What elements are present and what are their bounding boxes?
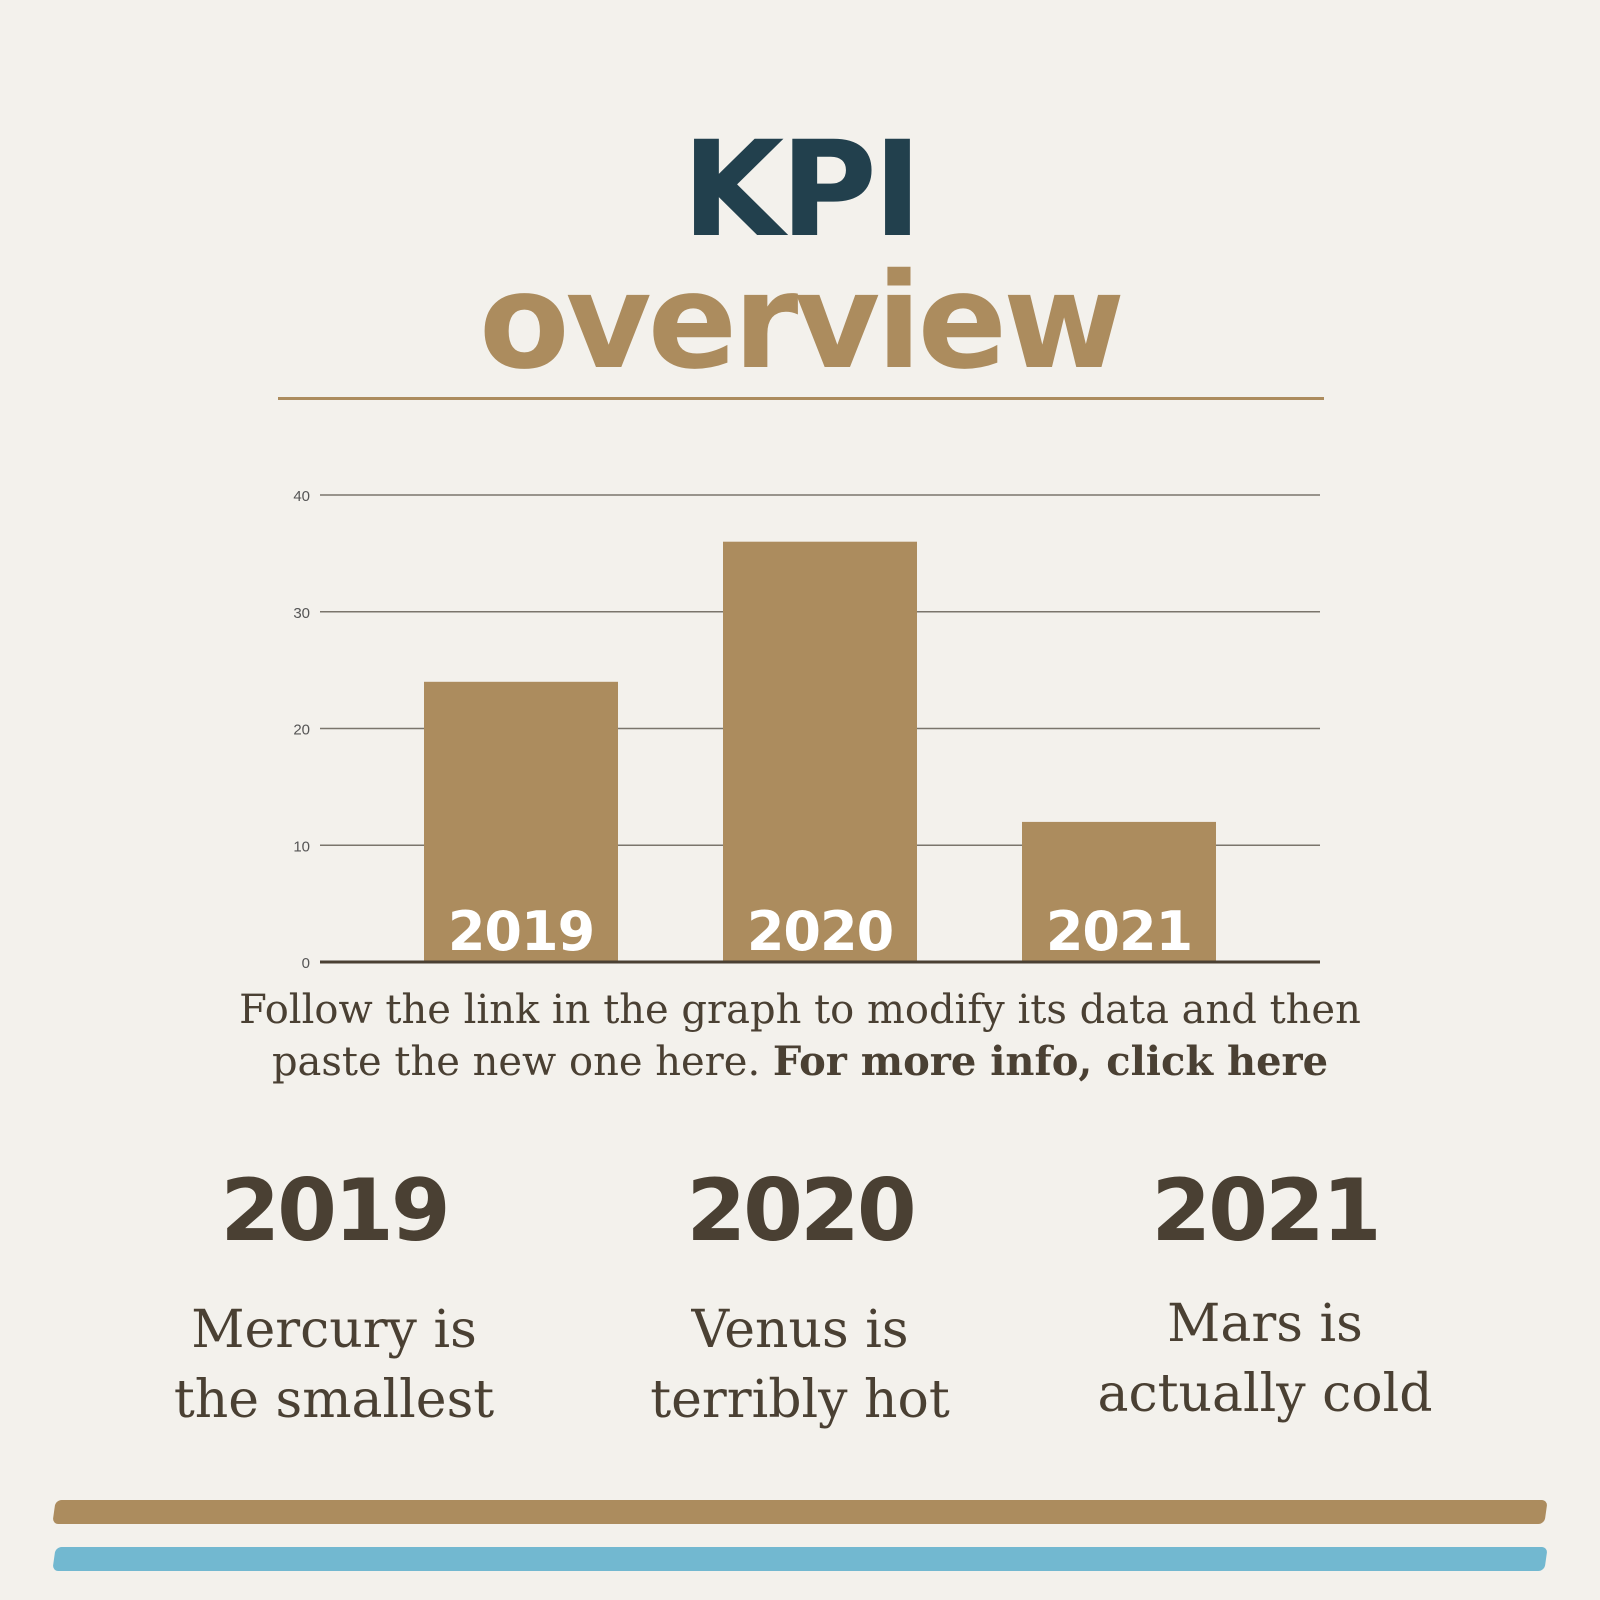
bar: [424, 681, 618, 961]
year-description-line2: the smallest: [173, 1370, 495, 1430]
y-tick-label: 20: [293, 722, 310, 739]
page-subtitle: overview: [478, 245, 1125, 399]
chart-caption: Follow the link in the graph to modify i…: [180, 984, 1420, 1088]
page-title: KPI: [681, 113, 922, 267]
bar: [1022, 821, 1216, 961]
more-info-link[interactable]: For more info, click here: [772, 1038, 1329, 1085]
year-description: Mercury is the smallest: [104, 1295, 564, 1435]
bar: [723, 541, 917, 961]
year-card-2021: 2021 Mars is actually cold: [1035, 1163, 1495, 1429]
y-tick-label: 30: [293, 605, 310, 622]
year-label: 2019: [220, 1161, 450, 1261]
decorative-stripe-brown: [52, 1500, 1548, 1524]
year-description-line2: terribly hot: [650, 1370, 950, 1430]
year-description-line1: Mars is: [1167, 1294, 1363, 1354]
y-tick-label: 0: [302, 955, 310, 972]
year-card-2019: 2019 Mercury is the smallest: [104, 1163, 564, 1435]
decorative-stripe-blue: [52, 1547, 1548, 1571]
year-description-line1: Venus is: [691, 1300, 909, 1360]
year-description: Mars is actually cold: [1035, 1289, 1495, 1429]
year-description: Venus is terribly hot: [570, 1295, 1030, 1435]
y-tick-label: 40: [293, 488, 310, 505]
bar-category-label: 2020: [747, 900, 893, 963]
year-card-2020: 2020 Venus is terribly hot: [570, 1163, 1030, 1435]
bar-category-label: 2019: [448, 900, 594, 963]
caption-text: Follow the link in the graph to modify i…: [239, 987, 1361, 1085]
year-label: 2021: [1151, 1161, 1381, 1261]
year-description-line2: actually cold: [1097, 1364, 1433, 1424]
title-divider: [278, 397, 1324, 400]
year-description-line1: Mercury is: [191, 1300, 477, 1360]
year-label: 2020: [686, 1161, 916, 1261]
y-tick-label: 10: [293, 838, 310, 855]
bar-category-label: 2021: [1046, 900, 1192, 963]
